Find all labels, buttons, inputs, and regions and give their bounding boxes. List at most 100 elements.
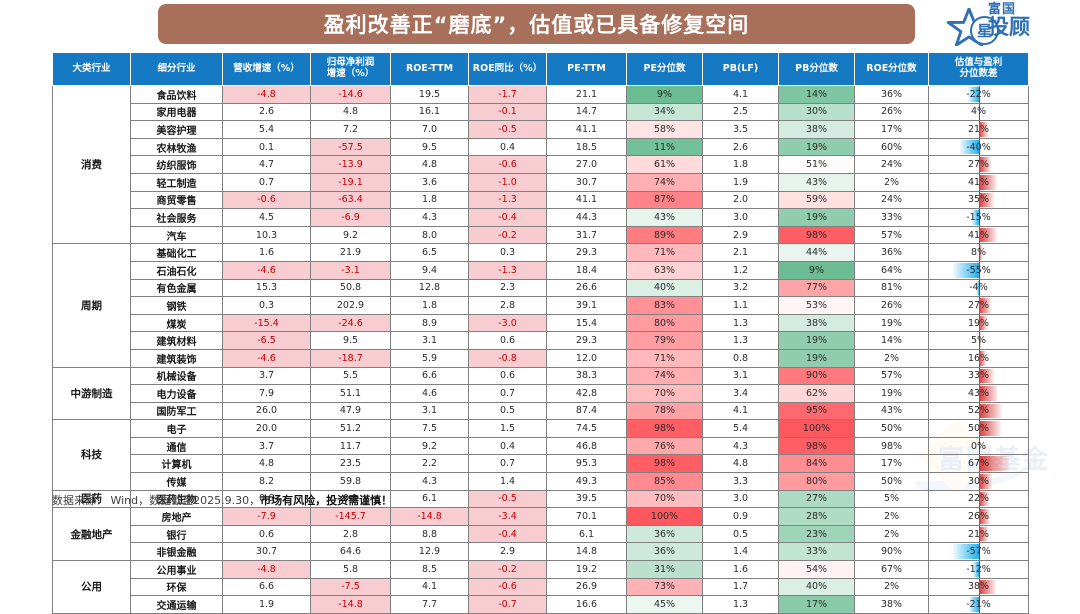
- cell-pb-lf: 0.8: [702, 348, 779, 368]
- cell-roe: 4.3: [390, 208, 469, 227]
- cell-pb-percentile: 84%: [778, 454, 855, 474]
- cell-pe-percentile: 70%: [626, 384, 703, 403]
- cell-roe-yoy: 0.5: [468, 401, 547, 421]
- cell-revenue: 15.3: [222, 278, 311, 298]
- logo-line1: 富国: [988, 2, 1017, 17]
- industry-label: 石油石化: [130, 260, 223, 280]
- cell-net-profit: -24.6: [310, 313, 391, 333]
- cell-net-profit: 21.9: [310, 243, 391, 262]
- cell-pb-percentile: 14%: [778, 85, 855, 104]
- industry-label: 交通运输: [130, 595, 223, 614]
- cell-pb-percentile: 100%: [778, 419, 855, 438]
- cell-pb-percentile: 19%: [778, 137, 855, 157]
- cell-roe-yoy: -0.1: [468, 102, 547, 122]
- gap-value: 21%: [967, 528, 990, 540]
- logo-mark: 星: [970, 16, 999, 45]
- cell-net-profit: 51.1: [310, 384, 391, 403]
- cell-pe-percentile: 31%: [626, 560, 703, 579]
- logo-line2: 投顾: [988, 15, 1030, 39]
- industry-label: 通信: [130, 436, 223, 456]
- cell-roe-percentile: 57%: [854, 225, 929, 245]
- gap-value: 21%: [967, 123, 990, 135]
- cell-roe-yoy: -3.0: [468, 313, 547, 333]
- table-row: 商贸零售 -0.6 -63.4 1.8 -1.3 41.1 87% 2.0 59% 24% 35%: [53, 190, 1029, 210]
- cell-pe-percentile: 36%: [626, 524, 703, 544]
- cell-roe-percentile: 38%: [854, 595, 929, 614]
- cell-roe-yoy: -0.2: [468, 560, 547, 579]
- cell-pb-percentile: 27%: [778, 489, 855, 509]
- cell-pe-percentile: 98%: [626, 419, 703, 438]
- cell-pe-percentile: 74%: [626, 366, 703, 386]
- cell-roe: 4.8: [390, 155, 469, 174]
- cell-roe: 6.6: [390, 366, 469, 386]
- cell-net-profit: 59.8: [310, 472, 391, 491]
- cell-revenue: 30.7: [222, 542, 311, 562]
- gap-value: 5%: [970, 335, 987, 347]
- cell-revenue: 5.4: [222, 120, 311, 139]
- cell-roe: 4.3: [390, 472, 469, 491]
- cell-revenue: -4.6: [222, 260, 311, 280]
- industry-label: 社会服务: [130, 208, 223, 227]
- group-label: 消费: [52, 84, 131, 245]
- industry-label: 环保: [130, 577, 223, 597]
- col-header-0: 大类行业: [52, 52, 131, 86]
- cell-roe: 3.1: [390, 401, 469, 421]
- gap-value: 41%: [967, 229, 990, 241]
- cell-roe-percentile: 2%: [854, 172, 929, 192]
- cell-pb-percentile: 51%: [778, 155, 855, 174]
- table-row: 传媒 8.2 59.8 4.3 1.4 49.3 85% 3.3 80% 50% 30%: [53, 472, 1029, 491]
- industry-label: 食品饮料: [130, 85, 223, 104]
- cell-net-profit: -6.9: [310, 208, 391, 227]
- cell-valuation-earnings-gap: 0%: [928, 436, 1029, 456]
- cell-pb-percentile: 43%: [778, 172, 855, 192]
- gap-value: -12%: [966, 563, 991, 575]
- bar-zero-axis: [978, 86, 980, 103]
- table-row: 美容护理 5.4 7.2 7.0 -0.5 41.1 58% 3.5 38% 17% 21%: [53, 120, 1029, 139]
- cell-roe: 8.9: [390, 313, 469, 333]
- cell-roe-yoy: -0.6: [468, 577, 547, 597]
- cell-pe-percentile: 36%: [626, 542, 703, 562]
- table-row: 社会服务 4.5 -6.9 4.3 -0.4 44.3 43% 3.0 19% 33% -15%: [53, 208, 1029, 227]
- cell-roe: 9.5: [390, 137, 469, 157]
- col-header-4: ROE-TTM: [390, 52, 469, 86]
- cell-roe: 4.1: [390, 577, 469, 597]
- col-header-1: 细分行业: [130, 52, 223, 86]
- brand-logo: 星 富国 投顾: [944, 2, 1074, 48]
- gap-value: 19%: [967, 317, 990, 329]
- cell-roe: 1.8: [390, 296, 469, 315]
- cell-revenue: 1.6: [222, 243, 311, 262]
- cell-pb-lf: 4.1: [702, 401, 779, 421]
- cell-pe-ttm: 42.8: [546, 384, 627, 403]
- col-header-2: 营收增速（%）: [222, 52, 311, 86]
- industry-label: 公用事业: [130, 560, 223, 579]
- table-row: 周期 基础化工 1.6 21.9 6.5 0.3 29.3 71% 2.1 44% 36% 8%: [52, 243, 1029, 368]
- cell-pb-lf: 2.9: [702, 225, 779, 245]
- cell-pe-percentile: 83%: [626, 296, 703, 315]
- cell-roe-yoy: -0.4: [468, 524, 547, 544]
- cell-revenue: 1.9: [222, 595, 311, 614]
- cell-pb-lf: 1.6: [702, 560, 779, 579]
- cell-net-profit: -3.1: [310, 260, 391, 280]
- cell-pb-lf: 4.1: [702, 85, 779, 104]
- cell-valuation-earnings-gap: 67%: [928, 454, 1029, 474]
- data-bar: [978, 386, 999, 401]
- bar-zero-axis: [978, 209, 980, 226]
- cell-pe-ttm: 41.1: [546, 120, 627, 139]
- cell-roe: 19.5: [390, 85, 469, 104]
- cell-valuation-earnings-gap: 52%: [928, 401, 1029, 421]
- group-label: 周期: [52, 243, 131, 368]
- table-row: 交通运输 1.9 -14.8 7.7 -0.7 16.6 45% 1.3 17% 38% -21%: [53, 595, 1029, 614]
- cell-roe-yoy: -1.7: [468, 85, 547, 104]
- data-bar: [978, 403, 1003, 419]
- cell-roe-yoy: 2.9: [468, 542, 547, 562]
- table-row: 国防军工 26.0 47.9 3.1 0.5 87.4 78% 4.1 95% 43% 52%: [53, 401, 1029, 421]
- table-row: 有色金属 15.3 50.8 12.8 2.3 26.6 40% 3.2 77% 81% -4%: [53, 278, 1029, 298]
- cell-revenue: 0.3: [222, 296, 311, 315]
- cell-net-profit: -7.5: [310, 577, 391, 597]
- cell-pe-percentile: 40%: [626, 278, 703, 298]
- cell-roe-percentile: 36%: [854, 85, 929, 104]
- cell-revenue: -0.6: [222, 190, 311, 210]
- cell-valuation-earnings-gap: 21%: [928, 120, 1029, 139]
- cell-roe-percentile: 67%: [854, 560, 929, 579]
- industry-table: 大类行业 细分行业 营收增速（%） 归母净利润 增速（%） ROE-TTM ROE同比（%）…: [52, 52, 1029, 614]
